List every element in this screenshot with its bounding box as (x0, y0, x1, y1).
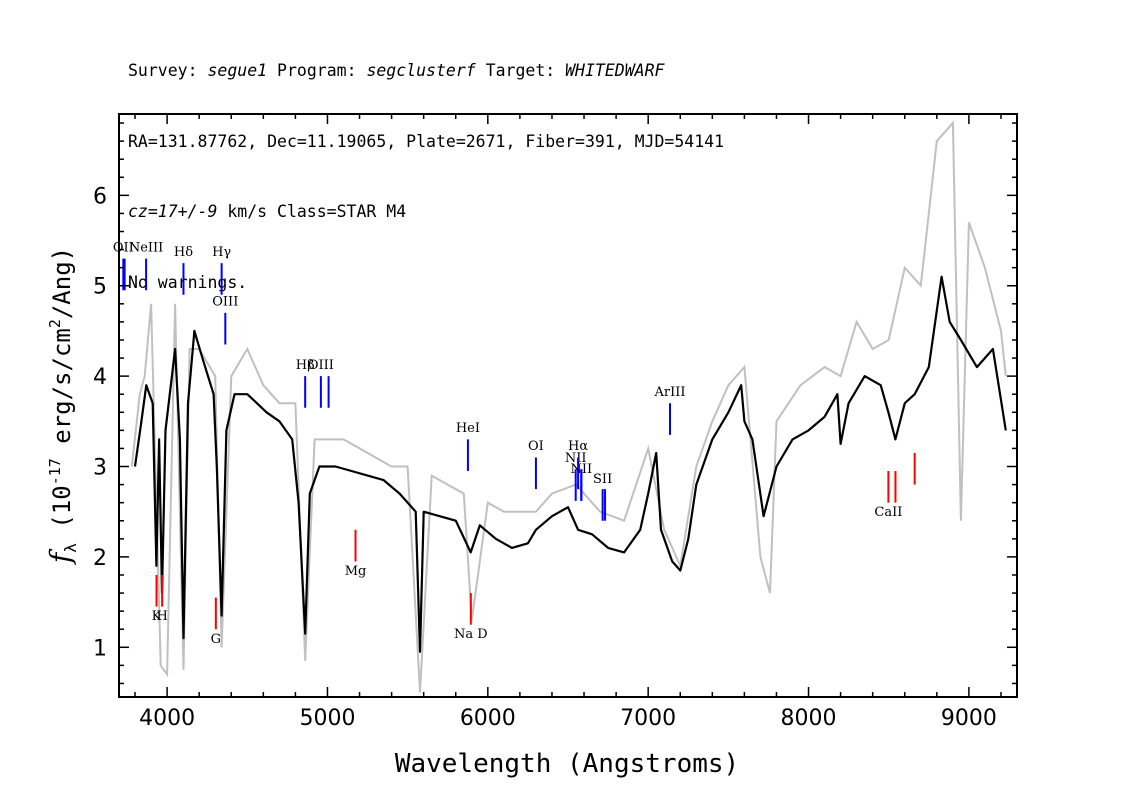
redshift-value: cz=17+/-9 (128, 202, 218, 221)
target-value: WHITEDWARF (565, 61, 665, 80)
emission-label-7: OIII (308, 358, 334, 373)
x-tick-label: 5000 (299, 706, 355, 731)
emission-label-3: Hδ (174, 245, 193, 260)
x-tick-label: 9000 (941, 706, 997, 731)
y-label-mid: erg/s/cm (48, 328, 76, 458)
absorption-label-5: CaII (874, 505, 902, 520)
x-tick-label: 8000 (781, 706, 837, 731)
y-label-exp: -17 (46, 458, 64, 485)
x-tick-label: 7000 (620, 706, 676, 731)
spectrum-header: Survey: segue1 Program: segclusterf Targ… (128, 12, 724, 318)
x-tick-label: 6000 (460, 706, 516, 731)
flux-series (133, 275, 1007, 653)
y-label-lambda: λ (61, 543, 80, 553)
x-tick-label: 4000 (139, 706, 195, 731)
survey-value: segue1 (207, 61, 268, 80)
header-line-2: RA=131.87762, Dec=11.19065, Plate=2671, … (128, 131, 725, 151)
target-label: Target: (475, 61, 566, 80)
survey-label: Survey: (128, 61, 208, 80)
header-line-4: No warnings. (128, 272, 248, 292)
y-label-close: /Ang) (48, 247, 76, 319)
emission-label-14: NII (570, 462, 592, 477)
emission-label-10: OI (528, 439, 544, 454)
emission-label-9: HeI (456, 421, 480, 436)
absorption-label-4: Na D (454, 627, 488, 642)
program-label: Program: (267, 61, 367, 80)
emission-label-6: Hβ (296, 358, 315, 373)
emission-label-2: NeIII (129, 240, 163, 255)
emission-label-4: Hγ (212, 245, 231, 260)
y-tick-label: 5 (93, 275, 107, 300)
emission-label-5: OIII (212, 295, 238, 310)
y-label-open: (10 (48, 485, 76, 543)
emission-label-12: Hα (568, 439, 588, 454)
absorption-label-2: G (211, 632, 221, 647)
absorption-label-3: Mg (345, 564, 367, 579)
emission-label-15: SII (593, 472, 612, 487)
y-axis-label: fλ (10-17 erg/s/cm2/Ang) (44, 247, 80, 565)
y-tick-label: 2 (93, 546, 107, 571)
y-tick-label: 1 (93, 636, 107, 661)
flux-line (133, 275, 1007, 653)
emission-label-11: NII (565, 451, 587, 466)
x-axis-label: Wavelength (Angstroms) (395, 749, 739, 779)
absorption-label-0: K (152, 609, 162, 624)
plot-frame (118, 113, 1018, 698)
y-tick-label: 6 (93, 184, 107, 209)
header-line-1: Survey: segue1 Program: segclusterf Targ… (128, 59, 724, 83)
axes: 4000 5000 6000 7000 8000 9000 1 2 3 4 5 6 (93, 113, 1018, 731)
y-tick-label: 3 (93, 456, 107, 481)
absorption-label-1: H (156, 609, 167, 624)
y-label-exp2: 2 (46, 319, 64, 328)
header-line-3: cz=17+/-9 km/s Class=STAR M4 (128, 200, 724, 224)
y-tick-label: 4 (93, 365, 107, 390)
emission-label-17: ArIII (653, 385, 685, 400)
program-value: segclusterf (366, 61, 476, 80)
class-text: km/s Class=STAR M4 (217, 202, 407, 221)
